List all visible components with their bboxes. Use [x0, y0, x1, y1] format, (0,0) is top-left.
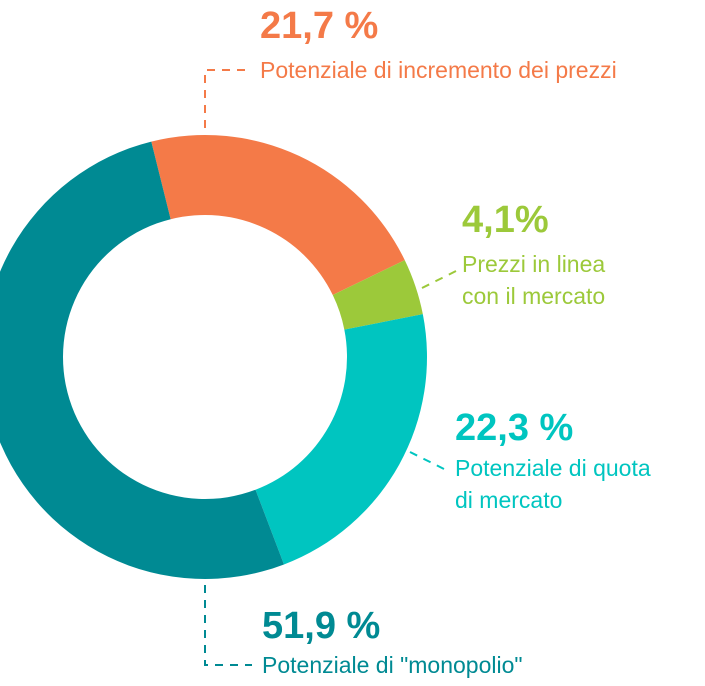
leader-line — [204, 69, 248, 128]
donut-segment — [332, 260, 423, 330]
category-label: con il mercato — [462, 283, 605, 309]
value-label: 21,7 % — [260, 5, 378, 47]
category-label: di mercato — [455, 487, 562, 513]
value-label: 51,9 % — [262, 605, 380, 647]
category-label: Potenziale di quota — [455, 455, 651, 481]
leader-line — [421, 269, 459, 289]
category-label: Potenziale di incremento dei prezzi — [260, 57, 617, 83]
category-label: Prezzi in linea — [462, 251, 605, 277]
value-label: 22,3 % — [455, 407, 573, 449]
leader-line — [409, 451, 451, 473]
leader-line — [204, 585, 252, 666]
donut-segment — [255, 314, 427, 565]
value-label: 4,1% — [462, 199, 549, 241]
category-label: Potenziale di "monopolio" — [262, 652, 523, 678]
donut-segment — [0, 141, 284, 579]
donut-segment — [151, 135, 405, 296]
